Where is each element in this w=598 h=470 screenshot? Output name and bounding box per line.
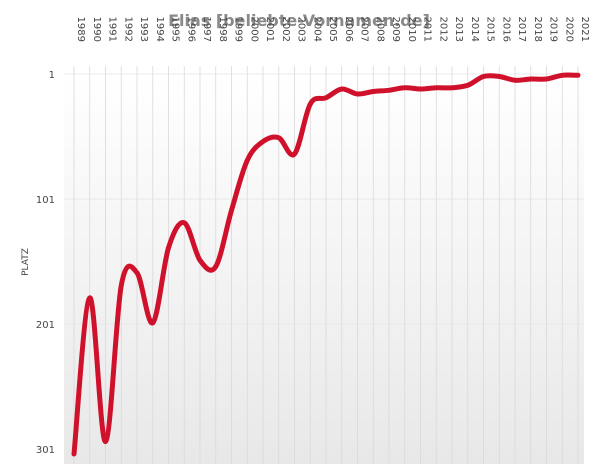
x-tick-label: 2019	[548, 17, 559, 42]
x-tick-label: 1993	[138, 17, 149, 42]
x-tick-label: 1998	[217, 17, 228, 42]
x-tick-label: 2005	[327, 17, 338, 42]
x-tick-label: 2007	[359, 17, 370, 42]
x-tick-label: 2013	[453, 17, 464, 42]
x-tick-label: 2011	[422, 17, 433, 42]
x-tick-label: 1997	[201, 17, 212, 42]
x-tick-label: 2002	[280, 17, 291, 42]
x-tick-label: 2017	[516, 17, 527, 42]
x-tick-label: 1992	[122, 17, 133, 42]
y-tick-label: 301	[36, 445, 55, 456]
x-tick-label: 2015	[485, 17, 496, 42]
x-tick-label: 1990	[91, 17, 102, 42]
series-line	[71, 72, 581, 457]
x-tick-label: 2006	[343, 17, 354, 42]
y-tick-label: 1	[49, 70, 55, 81]
x-tick-label: 2012	[437, 17, 448, 42]
x-tick-label: 2010	[406, 17, 417, 42]
x-tick-label: 2020	[563, 17, 574, 42]
x-tick-label: 1994	[154, 17, 165, 42]
x-tick-label: 1999	[233, 17, 244, 42]
x-tick-label: 2018	[532, 17, 543, 42]
x-tick-label: 2008	[374, 17, 385, 42]
y-tick-label: 101	[36, 195, 55, 206]
y-axis-label: PLATZ	[21, 248, 31, 276]
x-tick-label: 2014	[469, 17, 480, 42]
x-tick-label: 2009	[390, 17, 401, 42]
x-tick-label: 1995	[170, 17, 181, 42]
chart-title: Elias [beliebte-Vornamen.de]	[168, 11, 430, 30]
x-tick-label: 2001	[264, 17, 275, 42]
x-tick-label: 2016	[500, 17, 511, 42]
y-tick-label: 201	[36, 320, 55, 331]
x-tick-label: 2004	[311, 17, 322, 42]
x-tick-label: 2003	[296, 17, 307, 42]
x-tick-label: 2021	[579, 17, 590, 42]
x-tick-label: 1989	[75, 17, 86, 42]
plot-background	[64, 74, 584, 464]
x-tick-label: 1996	[185, 17, 196, 42]
x-tick-label: 2000	[248, 17, 259, 42]
x-tick-label: 1991	[107, 17, 118, 42]
